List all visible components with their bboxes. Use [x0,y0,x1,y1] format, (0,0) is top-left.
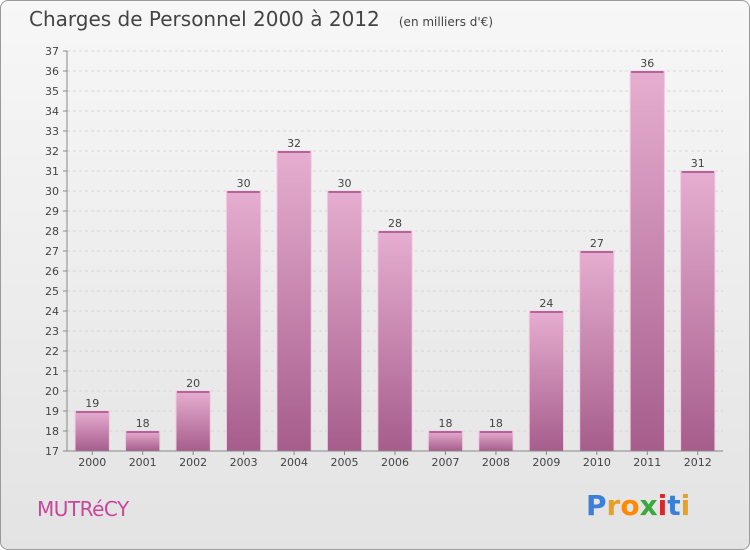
y-tick-label: 27 [45,245,59,258]
y-tick-label: 35 [45,85,59,98]
y-tick-label: 22 [45,345,59,358]
logo-letter: r [606,489,621,522]
bar-top-edge [126,431,159,433]
y-tick-label: 34 [45,105,59,118]
y-tick-label: 31 [45,165,59,178]
x-tick-label: 2009 [532,456,560,469]
y-tick-label: 19 [45,405,59,418]
y-tick-label: 21 [45,365,59,378]
x-tick-label: 2006 [381,456,409,469]
bar [579,250,615,452]
data-label: 36 [640,57,654,70]
bar-top-edge [277,151,311,153]
y-tick-label: 33 [45,125,59,138]
bar [528,310,565,452]
bar [326,190,363,452]
x-tick-label: 2012 [684,456,712,469]
bar-top-edge [176,391,210,393]
data-label: 27 [590,237,604,250]
bar-top-edge [76,411,109,413]
data-label: 18 [136,417,150,430]
y-tick-label: 37 [45,45,59,58]
x-tick-label: 2007 [431,456,459,469]
bar-top-edge [681,171,714,173]
axes: 17 18 19 20 21 22 23 24 25 26 27 28 29 30 31 32 33 34 35 36… [45,45,723,469]
bar-top-edge [378,231,412,233]
x-tick-label: 2002 [179,456,207,469]
data-label: 31 [691,157,705,170]
data-label: 20 [186,377,200,390]
proxiti-logo[interactable]: Proxiti [586,489,690,522]
y-tick-label: 29 [45,205,59,218]
logo-letter: i [680,489,691,522]
logo-letter: o [620,489,640,522]
bar-top-edge [328,191,361,193]
bar [74,410,110,452]
data-label: 19 [85,397,99,410]
data-labels: 19 18 20 30 32 30 28 18 18 24 27 36 31 [85,57,705,430]
y-tick-label: 26 [45,265,59,278]
bar-top-edge [530,311,563,313]
y-tick-label: 28 [45,225,59,238]
data-label: 24 [539,297,553,310]
x-tick-label: 2008 [482,456,510,469]
bar [225,190,262,452]
chart-subtitle: (en milliers d'€) [398,15,493,29]
y-tick-label: 32 [45,145,59,158]
data-label: 18 [489,417,503,430]
x-tick-label: 2000 [78,456,106,469]
y-tick-label: 30 [45,185,59,198]
chart-title: Charges de Personnel 2000 à 2012 [29,7,380,31]
chart-title-row: Charges de Personnel 2000 à 2012 (en mil… [29,7,493,31]
x-tick-label: 2003 [230,456,258,469]
x-tick-label: 2010 [583,456,611,469]
bar [175,390,211,452]
bar [276,150,312,452]
bar [629,70,665,452]
city-name: MUTRéCY [37,497,129,521]
logo-letter: P [586,489,607,522]
x-tick-label: 2004 [280,456,308,469]
bar-top-edge [479,431,513,433]
bar [680,170,716,452]
x-tick-label: 2001 [129,456,157,469]
bar [125,430,161,452]
y-tick-label: 18 [45,425,59,438]
y-tick-label: 23 [45,325,59,338]
logo-letter: x [639,489,658,522]
bar [377,230,413,452]
x-tick-label: 2011 [633,456,661,469]
data-label: 30 [237,177,251,190]
bar-top-edge [580,251,614,253]
data-label: 18 [438,417,452,430]
y-tick-label: 25 [45,285,59,298]
y-tick-label: 24 [45,305,59,318]
data-label: 32 [287,137,301,150]
bar-top-edge [429,431,462,433]
data-label: 30 [338,177,352,190]
bars [74,70,716,452]
logo-letter: t [667,489,681,522]
y-tick-label: 17 [45,445,59,458]
bar [478,430,514,452]
bar [427,430,464,452]
logo-letter: i [657,489,668,522]
y-tick-label: 20 [45,385,59,398]
x-tick-label: 2005 [331,456,359,469]
y-tick-label: 36 [45,65,59,78]
bar-top-edge [631,71,664,73]
data-label: 28 [388,217,402,230]
bar-top-edge [227,191,260,193]
